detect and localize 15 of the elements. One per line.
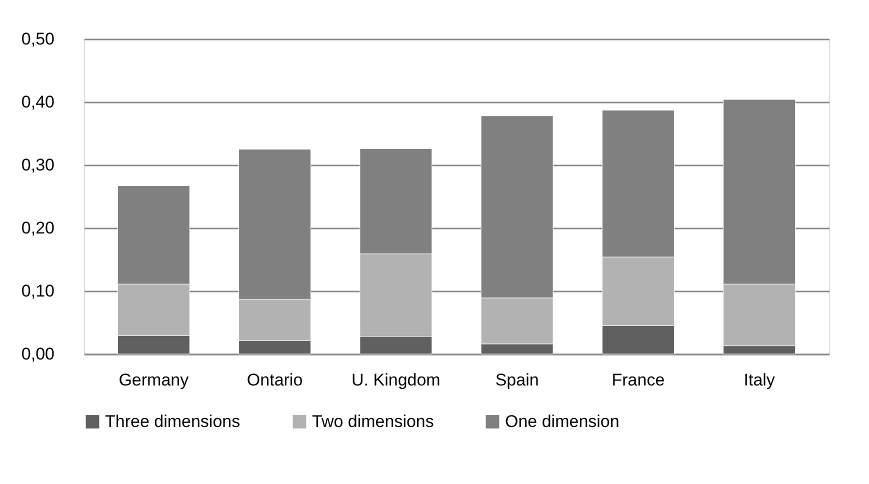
legend-label: Three dimensions — [105, 412, 240, 431]
x-tick-label: Italy — [744, 370, 776, 390]
x-tick-label: France — [612, 370, 665, 390]
y-tick-label: 0,40 — [21, 92, 54, 112]
x-tick-label: Ontario — [246, 370, 303, 390]
x-tick-label: Spain — [495, 370, 539, 390]
x-tick-label: Germany — [118, 370, 190, 390]
legend-label: One dimension — [505, 412, 620, 431]
legend-label: Two dimensions — [312, 412, 434, 431]
y-tick-label: 0,50 — [21, 30, 54, 48]
y-tick-label: 0,10 — [21, 282, 54, 300]
y-tick-label: 0,00 — [21, 344, 54, 364]
y-tick-label: 0,20 — [21, 218, 54, 238]
x-tick-label: U. Kingdom — [352, 370, 440, 390]
y-tick-label: 0,30 — [21, 156, 54, 174]
